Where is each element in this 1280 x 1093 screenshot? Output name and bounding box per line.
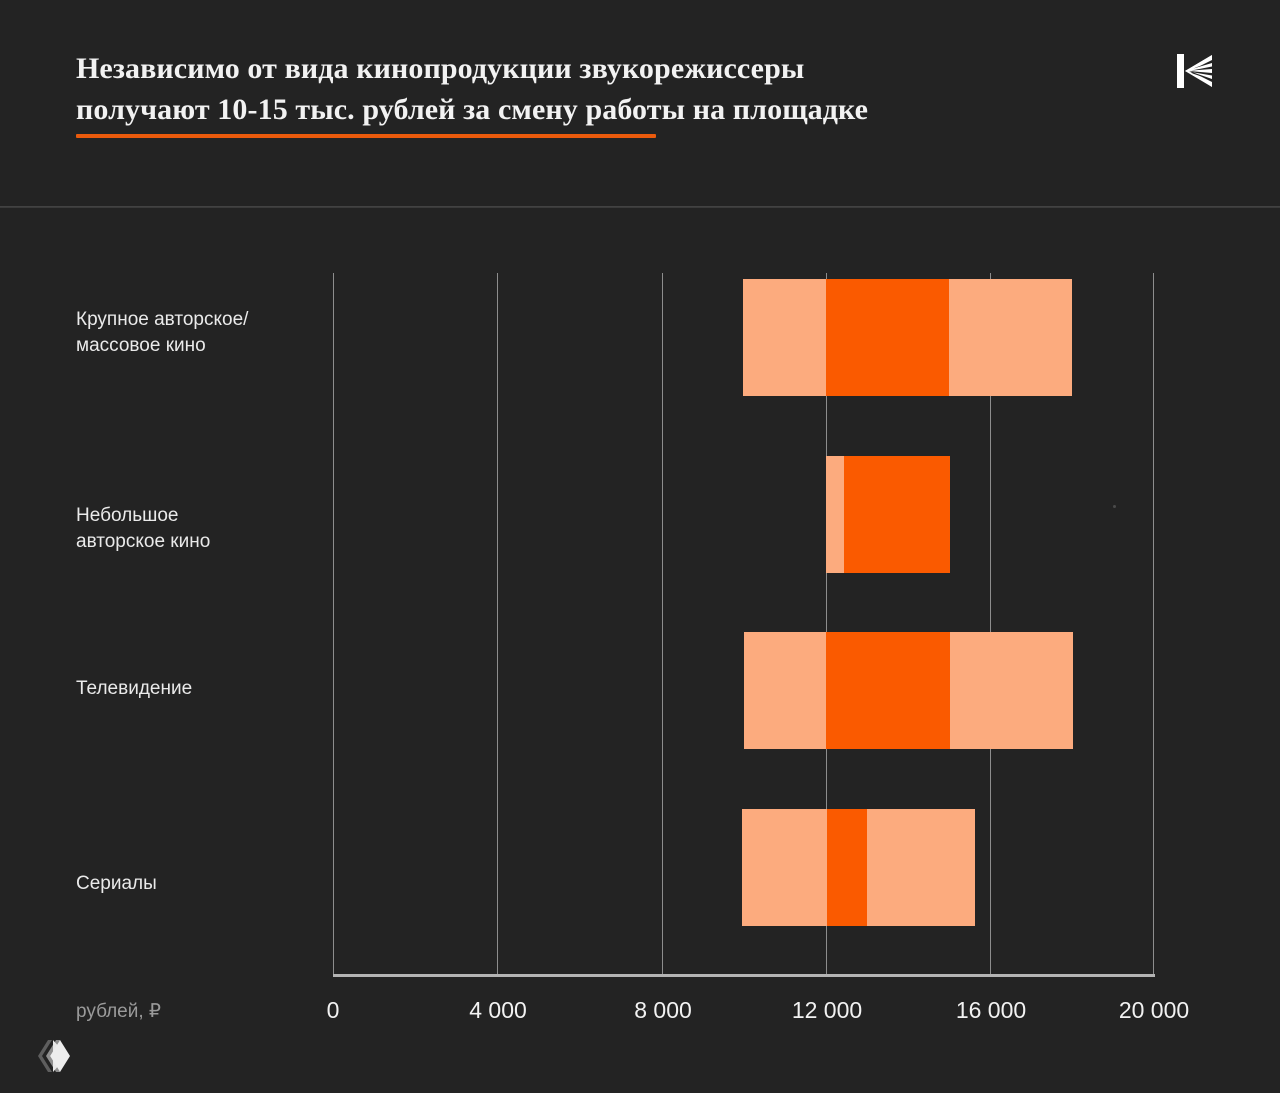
- bar-row: [333, 809, 1154, 926]
- gridline-12000: [826, 273, 827, 975]
- gridline-20000: [1153, 273, 1154, 975]
- x-axis-unit-label: рублей, ₽: [76, 1001, 162, 1022]
- category-label-line: авторское кино: [76, 531, 211, 552]
- xtick-label-20000: 20 000: [1118, 997, 1190, 1023]
- diamond-chevron-logo: [22, 1027, 80, 1085]
- gridline-0: [333, 273, 334, 975]
- gridline-16000: [990, 273, 991, 975]
- category-label-line: Крупное авторское/: [76, 309, 249, 330]
- bar-row: [333, 456, 1154, 573]
- bar-segment-dark: [827, 809, 867, 926]
- bar-chart: Крупное авторское/ массовое кино Небольш…: [0, 207, 1280, 1093]
- bar-segment-dark: [826, 279, 949, 396]
- kommersant-k-logo: [1174, 50, 1216, 92]
- category-label-0: Крупное авторское/ массовое кино: [76, 307, 326, 359]
- decorative-dot: [1113, 505, 1116, 508]
- category-label-2: Телевидение: [76, 676, 326, 702]
- xtick-label-4000: 4 000: [469, 997, 527, 1023]
- bar-row: [333, 632, 1154, 749]
- plot-area: [333, 273, 1154, 975]
- category-label-3: Сериалы: [76, 871, 326, 897]
- category-label-1: Небольшое авторское кино: [76, 503, 326, 555]
- header: Независимо от вида кинопродукции звукоре…: [0, 0, 1280, 207]
- gridline-8000: [662, 273, 663, 975]
- header-divider: [0, 206, 1280, 208]
- category-label-line: Сериалы: [76, 873, 157, 894]
- bar-segment-dark: [844, 456, 950, 573]
- x-axis-baseline: [333, 974, 1155, 977]
- xtick-label-0: 0: [326, 997, 340, 1023]
- category-label-line: Небольшое: [76, 505, 179, 526]
- title-line-1: Независимо от вида кинопродукции звукоре…: [76, 52, 805, 85]
- category-label-line: массовое кино: [76, 335, 206, 356]
- xtick-label-12000: 12 000: [791, 997, 863, 1023]
- xtick-label-16000: 16 000: [955, 997, 1027, 1023]
- bar-row: [333, 279, 1154, 396]
- title-line-2: получают 10-15 тыс. рублей за смену рабо…: [76, 93, 869, 126]
- gridline-4000: [497, 273, 498, 975]
- xtick-label-8000: 8 000: [634, 997, 692, 1023]
- bar-segment-dark: [826, 632, 950, 749]
- title-underline: [76, 134, 656, 138]
- page-title: Независимо от вида кинопродукции звукоре…: [76, 48, 1056, 130]
- category-label-line: Телевидение: [76, 678, 193, 699]
